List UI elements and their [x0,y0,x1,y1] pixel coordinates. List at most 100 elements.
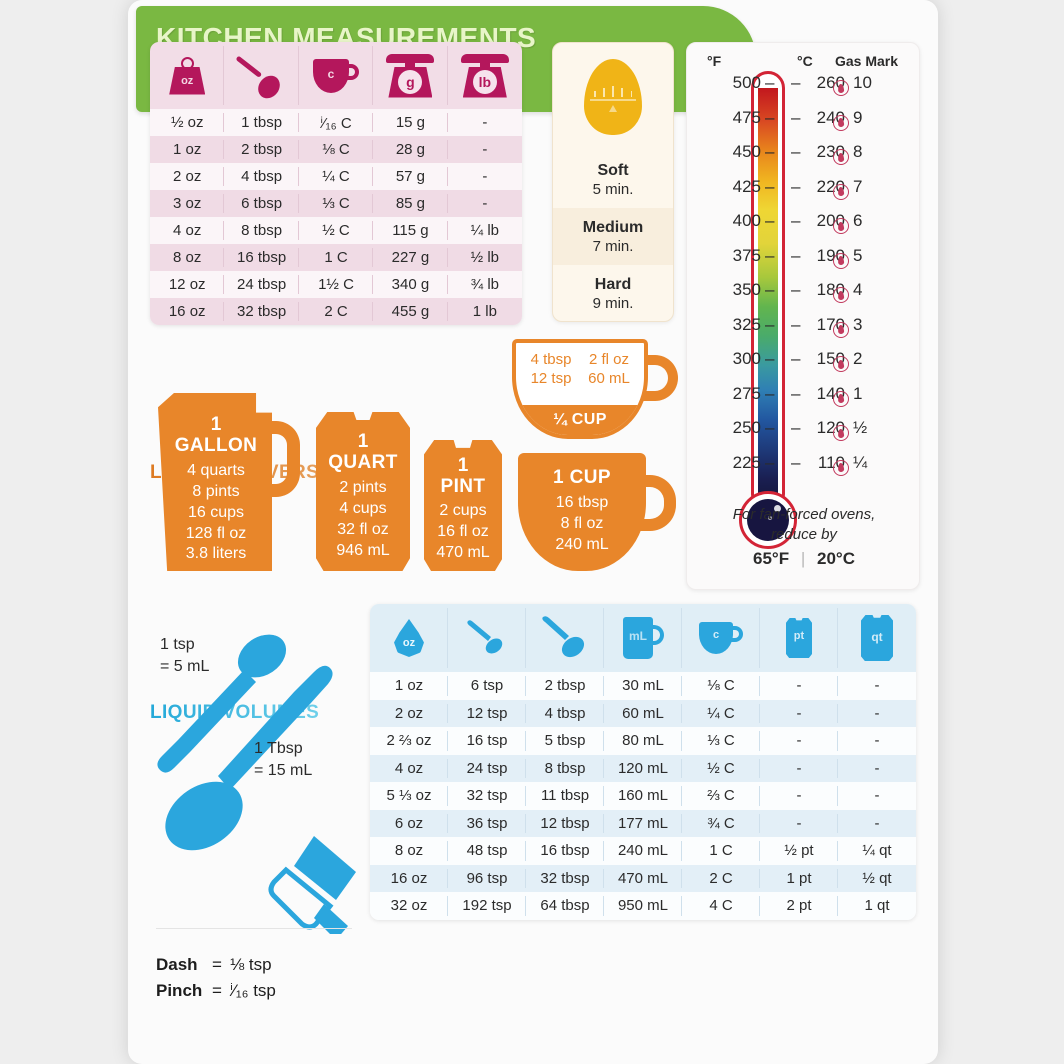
carton-qt-icon-label: qt [871,630,883,644]
table-cell: - [874,704,880,722]
table-cell: ½ qt [862,869,892,887]
table-cell: ¼ C [299,163,374,190]
mug-ml-icon: mL [604,604,682,672]
carton-pt-icon: pt [760,604,838,672]
oven-temp-gas-mark: 1 [853,383,863,403]
table-cell: 2 pt [760,892,838,920]
table-cell: 1 C [682,837,760,865]
tsp-label-line1: 1 tsp [160,636,195,653]
table-cell: 240 mL [604,837,682,865]
table-row: 3 oz 6 tbsp ⅓ C 85 g - [150,190,522,217]
table-cell: ¾ lb [470,276,499,293]
tbsp-label-line1: 1 Tbsp [254,740,303,757]
table-cell: 1 pt [760,865,838,893]
fan-note-line2: reduce by [771,526,837,544]
table-cell: - [760,727,838,755]
gas-flame-icon [833,252,849,269]
egg-timer-name: Soft [597,161,629,179]
gas-flame-icon [833,459,849,476]
oven-temp-row: 300– –150 2 [687,349,921,383]
pinch-row: Pinch = ⁱ⁄₁₆ tsp [156,978,276,1004]
drop-oz-icon-label: oz [402,637,416,649]
gas-flame-icon [833,183,849,200]
table-cell: 15 g [373,109,448,136]
table-cell: - [874,677,880,695]
gas-flame-icon [833,390,849,407]
oven-temp-header-gas-mark: Gas Mark [835,53,899,69]
oven-temp-fahrenheit: 500 [732,73,761,92]
cup-line: 240 mL [555,535,609,553]
table-cell: ¾ C [682,810,760,838]
oven-temp-row: 475– –240 9 [687,108,921,142]
weight-oz-icon: oz [150,42,225,109]
gallon-name: GALLON [174,434,258,456]
quart-qty: 1 [357,431,369,452]
table-cell: - [760,672,838,700]
table-cell: 60 mL [604,700,682,728]
pint-line: 2 cups [439,502,487,520]
oven-temp-fahrenheit: 350 [732,280,761,299]
oven-temp-fahrenheit: 375 [732,245,761,265]
table-cell: ¼ lb [470,222,499,239]
table-cell: 12 tsp [448,700,526,728]
egg-timer-name: Hard [594,275,632,293]
weight-oz-icon-label: oz [181,74,194,87]
table-cell: 28 g [373,136,448,163]
carton-qt-icon: qt [838,604,916,672]
pinch-value: ⁱ⁄₁₆ tsp [230,980,276,1000]
table-cell: 64 tbsp [526,892,604,920]
table-cell: 1 oz [150,136,225,163]
table-cell: 2 tbsp [224,136,299,163]
oven-temp-fahrenheit: 325 [732,314,761,334]
table-cell: 2 ⅔ oz [370,727,448,755]
liquid-volumes-header-row: oz mL c [370,604,916,672]
mug-ml-icon-label: mL [629,629,647,643]
quarter-cup-value: 12 tsp [530,370,572,387]
table-cell: ½ oz [150,109,225,136]
oven-temp-card: °F °C Gas Mark 500– –260 10 475– –240 9 450– –2… [686,42,920,590]
table-cell: 96 tsp [448,865,526,893]
egg-timer-time: 5 min. [592,180,634,198]
table-cell: - [482,195,488,212]
oven-temp-gas-mark: 3 [853,314,863,334]
pinch-equals: = [212,980,222,1000]
oven-temp-fahrenheit: 250 [732,418,761,437]
table-cell: - [874,732,880,750]
table-cell: ½ C [682,755,760,783]
table-cell: ⅓ C [299,190,374,217]
table-cell: 1½ C [299,271,374,298]
gas-flame-icon [833,356,849,372]
gas-flame-icon [833,114,849,131]
table-row: 4 oz 24 tsp 8 tbsp 120 mL ½ C-- [370,754,916,783]
table-cell: 16 tbsp [526,837,604,865]
table-cell: 6 tbsp [224,190,299,217]
table-row: 2 oz 4 tbsp ¼ C 57 g - [150,163,522,190]
gas-flame-icon [833,80,849,96]
quart-line: 32 fl oz [337,520,389,538]
table-cell: 1 oz [370,672,448,700]
egg-timer-time: 7 min. [592,237,634,255]
gas-flame-icon [833,321,849,338]
oven-temp-gas-mark: 6 [853,211,863,230]
quart-line: 946 mL [336,541,390,559]
egg-timer-row-soft: Soft 5 min. [553,151,673,208]
fan-note-line1: For fan-forced ovens, [732,506,876,523]
oven-temp-fahrenheit: 450 [732,142,761,161]
table-cell: 4 tbsp [526,700,604,728]
table-cell: 4 oz [370,755,448,783]
table-cell: - [760,782,838,810]
cup-c-icon-label: c [327,66,335,81]
table-cell: ⅛ C [299,136,374,163]
gas-flame-icon [833,218,849,234]
table-cell: 85 g [373,190,448,217]
liquid-volumes-table: oz mL c [370,604,916,920]
table-cell: 11 tbsp [526,782,604,810]
oven-temp-row: 375– –190 5 [687,246,921,280]
table-cell: 24 tbsp [224,271,299,298]
table-cell: 177 mL [604,810,682,838]
gas-flame-icon [833,425,849,441]
cup-line: 16 tbsp [555,494,609,512]
gas-flame-icon [833,287,849,303]
